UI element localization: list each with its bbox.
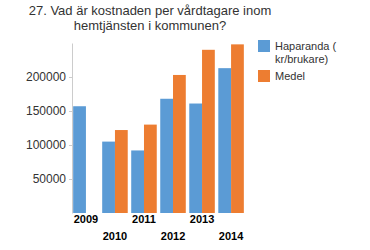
text-line: kr/brukare) xyxy=(275,53,328,65)
text-line: hemtjänsten i kommunen? xyxy=(74,18,226,33)
bars xyxy=(73,44,244,213)
bar xyxy=(218,68,231,213)
bar xyxy=(144,125,157,213)
legend-swatch xyxy=(258,40,270,52)
y-tick-label: 50000 xyxy=(33,172,67,186)
bar xyxy=(131,150,144,213)
x-tick-label: 2013 xyxy=(190,213,214,225)
legend-label: Medel xyxy=(275,70,305,82)
bar xyxy=(160,99,173,213)
y-tick-label: 150000 xyxy=(26,104,66,118)
y-tick: 200000 xyxy=(26,70,72,84)
legend-label: Haparanda (kr/brukare) xyxy=(275,40,336,65)
y-tick: 100000 xyxy=(26,138,72,152)
x-tick-label: 2012 xyxy=(161,230,185,242)
x-tick-label: 2011 xyxy=(132,213,156,225)
y-tick-label: 200000 xyxy=(26,70,66,84)
y-tick: 50000 xyxy=(33,172,72,186)
y-tick-mark xyxy=(69,77,72,78)
x-tick: 2009 xyxy=(74,213,98,225)
x-axis: 2009 2010 2011 2012 2013 2014 xyxy=(74,213,244,242)
x-tick: 2010 xyxy=(103,213,127,242)
x-tick: 2012 xyxy=(161,213,185,242)
bar xyxy=(102,142,115,213)
text-line: Medel xyxy=(275,70,305,82)
bar xyxy=(231,44,244,213)
x-tick-label: 2014 xyxy=(219,230,244,242)
x-tick-label: 2010 xyxy=(103,230,127,242)
chart: 27. Vad är kostnaden per vårdtagare inom… xyxy=(0,0,370,250)
y-tick-mark xyxy=(69,111,72,112)
legend-swatch xyxy=(258,70,270,82)
bar xyxy=(73,106,86,213)
bar xyxy=(115,130,128,213)
text-line: Haparanda ( xyxy=(275,40,336,52)
y-tick-label: 100000 xyxy=(26,138,66,152)
text-line: 27. Vad är kostnaden per vårdtagare inom xyxy=(29,3,272,18)
x-tick-label: 2009 xyxy=(74,213,98,225)
y-tick-mark xyxy=(69,145,72,146)
x-tick: 2011 xyxy=(132,213,156,225)
bar xyxy=(189,104,202,213)
y-axis: 50000 100000 150000 200000 xyxy=(26,44,73,214)
bar xyxy=(173,75,186,213)
x-tick: 2013 xyxy=(190,213,214,225)
y-tick-mark xyxy=(69,179,72,180)
legend: Haparanda (kr/brukare) Medel xyxy=(258,40,336,82)
y-tick: 150000 xyxy=(26,104,72,118)
title: 27. Vad är kostnaden per vårdtagare inom… xyxy=(29,3,272,33)
bar xyxy=(202,50,215,213)
x-tick: 2014 xyxy=(219,213,244,242)
y-axis-line xyxy=(72,44,73,214)
